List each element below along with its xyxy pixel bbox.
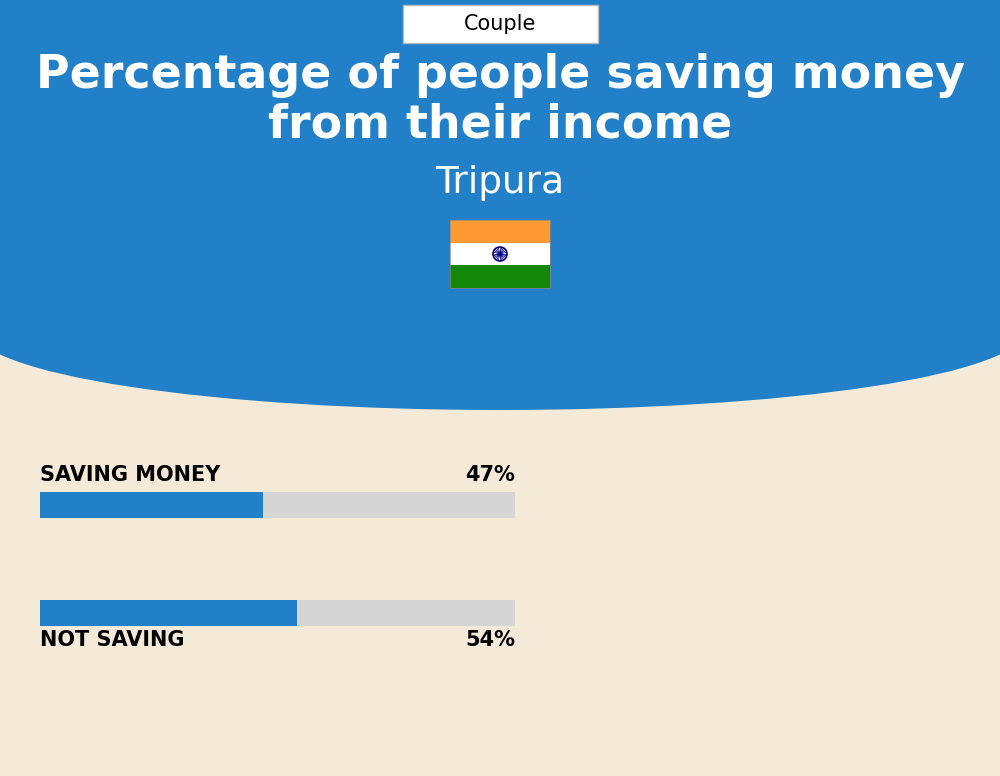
Text: Tripura: Tripura — [435, 165, 565, 201]
Bar — [40, 600, 515, 626]
Text: Couple: Couple — [464, 14, 536, 34]
Bar — [450, 243, 550, 265]
Text: 54%: 54% — [465, 630, 515, 650]
Text: SAVING MONEY: SAVING MONEY — [40, 465, 220, 485]
Text: 47%: 47% — [465, 465, 515, 485]
Ellipse shape — [0, 250, 1000, 410]
Text: from their income: from their income — [268, 102, 732, 147]
Polygon shape — [0, 0, 1000, 330]
FancyBboxPatch shape — [402, 5, 598, 43]
Bar — [450, 220, 550, 288]
Bar — [450, 220, 550, 243]
Bar — [40, 492, 515, 518]
Text: NOT SAVING: NOT SAVING — [40, 630, 184, 650]
Bar — [40, 492, 263, 518]
Bar — [40, 600, 296, 626]
Text: Percentage of people saving money: Percentage of people saving money — [36, 53, 964, 98]
Bar — [450, 265, 550, 288]
